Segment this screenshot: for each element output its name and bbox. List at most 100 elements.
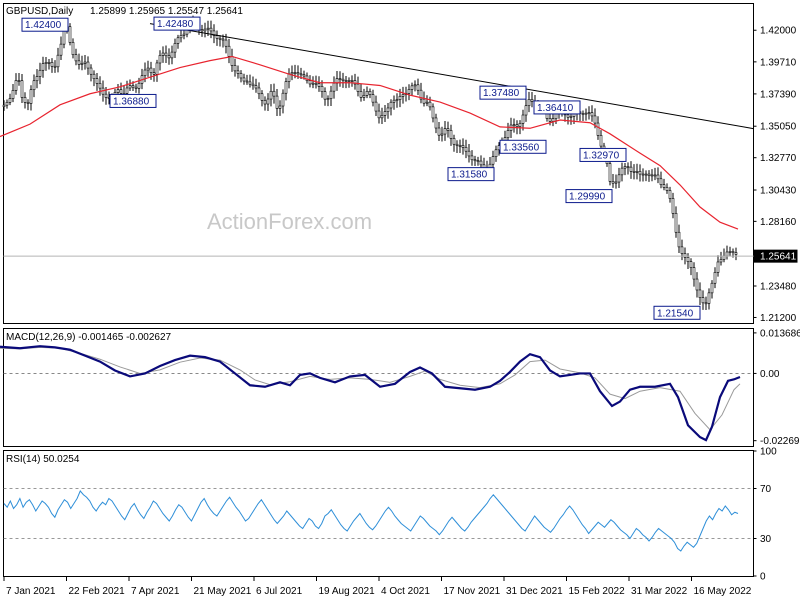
candle-body [665,187,669,191]
candle-body [590,112,594,117]
candle-body [68,26,72,43]
candle-body [83,61,87,64]
price-axis-label: 1.23480 [760,281,797,292]
candle-body [137,82,141,89]
price-axis-label: 1.42000 [760,26,797,37]
candle-body [428,101,432,108]
price-axis-label: 1.35050 [760,122,797,133]
candle-body [473,159,477,162]
date-axis-label: 31 Dec 2021 [506,586,563,597]
candle-body [566,114,570,118]
macd-signal-line [0,346,741,431]
candle-body [662,184,666,188]
candle-body [257,87,261,95]
candle-body [551,118,555,122]
candle-body [323,91,327,100]
candle-body [632,171,636,173]
macd-axis-label: 0.00 [760,369,780,380]
candle-body [302,74,306,77]
candle-body [92,73,96,80]
candle-body [710,282,714,294]
candle-body [524,105,528,116]
candle-body [350,80,354,82]
candle-body [455,143,459,146]
candle-body [311,82,315,85]
moving-average-line [0,55,739,230]
candle-body [8,98,12,103]
candle-body [200,29,204,32]
candle-body [329,90,333,99]
rsi-line [3,490,739,552]
macd-line [0,345,741,442]
price-level-label-box [447,167,495,182]
candle-body [599,135,603,147]
candle-body [494,149,498,157]
candle-body [656,174,660,180]
candle-body [698,289,702,298]
candle-body [701,297,705,304]
candle-body [725,251,729,257]
price-axis-label: 1.32770 [760,153,797,164]
candle-body [443,128,447,135]
candle-body [5,102,9,106]
price-level-label: 1.21540 [657,308,694,319]
candle-body [80,63,84,65]
price-level-label: 1.42400 [25,20,62,31]
candle-body [41,63,45,71]
price-axis-label: 1.30430 [760,186,797,197]
candle-body [608,163,612,182]
date-axis-label: 17 Nov 2021 [444,586,501,597]
candle-body [629,166,633,172]
candle-body [626,166,630,168]
candle-body [674,213,678,233]
rsi-panel-frame [3,450,754,577]
date-axis-label: 15 Feb 2022 [569,586,626,597]
candle-body [521,114,525,124]
candle-body [338,78,342,80]
candle-body [368,91,372,95]
candle-body [158,55,162,64]
candle-body [659,178,663,185]
candle-body [221,38,225,41]
candle-body [182,33,186,36]
candle-body [635,171,639,173]
candle-body [161,52,165,56]
candle-body [125,87,129,94]
candle-body [185,29,189,35]
candle-body [284,81,288,94]
candle-body [410,85,414,90]
date-axis-label: 31 Mar 2022 [631,586,688,597]
price-axis-label: 1.21200 [760,313,797,324]
macd-axis-label: -0.022698 [760,436,800,447]
candle-body [389,101,393,109]
price-layer: 1.42400 1.42480 1.36880 1.37480 1.36410 1.335… [0,15,755,320]
candle-body [152,72,156,75]
candle-body [419,89,423,100]
candle-body [14,80,18,91]
date-axis-label: 4 Oct 2021 [381,586,430,597]
candle-body [728,251,732,253]
candle-body [332,82,336,92]
candle-body [365,91,369,96]
candle-body [515,124,519,127]
candle-body [263,100,267,105]
candle-body [281,92,285,107]
candle-body [638,171,642,175]
candle-body [293,72,297,74]
candle-body [395,99,399,101]
price-level-label-box [109,93,157,108]
candle-body [176,37,180,44]
candle-body [299,73,303,76]
price-level-label: 1.36410 [537,103,574,114]
candle-body [173,43,177,53]
candle-body [17,80,21,82]
candle-body [251,83,255,87]
candle-body [437,127,441,136]
last-price-box [753,249,798,263]
candle-body [374,101,378,112]
candle-body [50,62,54,67]
candle-body [218,37,222,40]
candle-body [680,246,684,254]
price-level-label-box [153,16,201,31]
